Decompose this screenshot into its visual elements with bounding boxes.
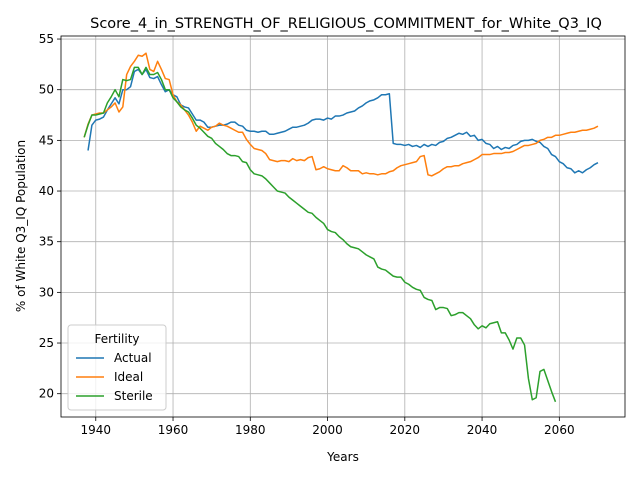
x-tick-label: 1940 <box>80 423 111 437</box>
series-line-ideal <box>83 52 599 177</box>
y-axis-label: % of White Q3_IQ Population <box>14 140 28 312</box>
chart-title: Score_4_in_STRENGTH_OF_RELIGIOUS_COMMITM… <box>90 16 602 32</box>
y-tick-label: 20 <box>39 387 54 401</box>
series-line-actual <box>87 68 599 174</box>
plot-frame <box>60 35 626 418</box>
x-tick-label: 2020 <box>390 423 421 437</box>
y-axis: 20 25 30 35 40 45 50 55 <box>39 32 61 401</box>
legend-label-actual: Actual <box>114 351 152 365</box>
x-tick-label: 1960 <box>158 423 189 437</box>
x-tick-label: 2000 <box>312 423 343 437</box>
legend-label-sterile: Sterile <box>114 389 153 403</box>
y-tick-label: 25 <box>39 336 54 350</box>
y-tick-label: 45 <box>39 133 54 147</box>
y-tick-label: 30 <box>39 285 54 299</box>
series-layer <box>83 52 599 403</box>
y-tick-label: 55 <box>39 32 54 46</box>
legend-box <box>67 324 167 411</box>
y-tick-label: 50 <box>39 83 54 97</box>
legend-title: Fertility <box>94 332 139 346</box>
series-line-sterile <box>83 66 557 403</box>
x-axis: 1940 1960 1980 2000 2020 2040 2060 <box>80 417 575 437</box>
y-tick-label: 35 <box>39 235 54 249</box>
x-tick-label: 1980 <box>235 423 266 437</box>
legend-label-ideal: Ideal <box>114 370 143 384</box>
x-tick-label: 2060 <box>544 423 575 437</box>
y-tick-label: 40 <box>39 184 54 198</box>
x-axis-label: Years <box>326 450 359 464</box>
legend: Fertility Actual Ideal Sterile <box>67 324 167 411</box>
x-tick-label: 2040 <box>467 423 498 437</box>
